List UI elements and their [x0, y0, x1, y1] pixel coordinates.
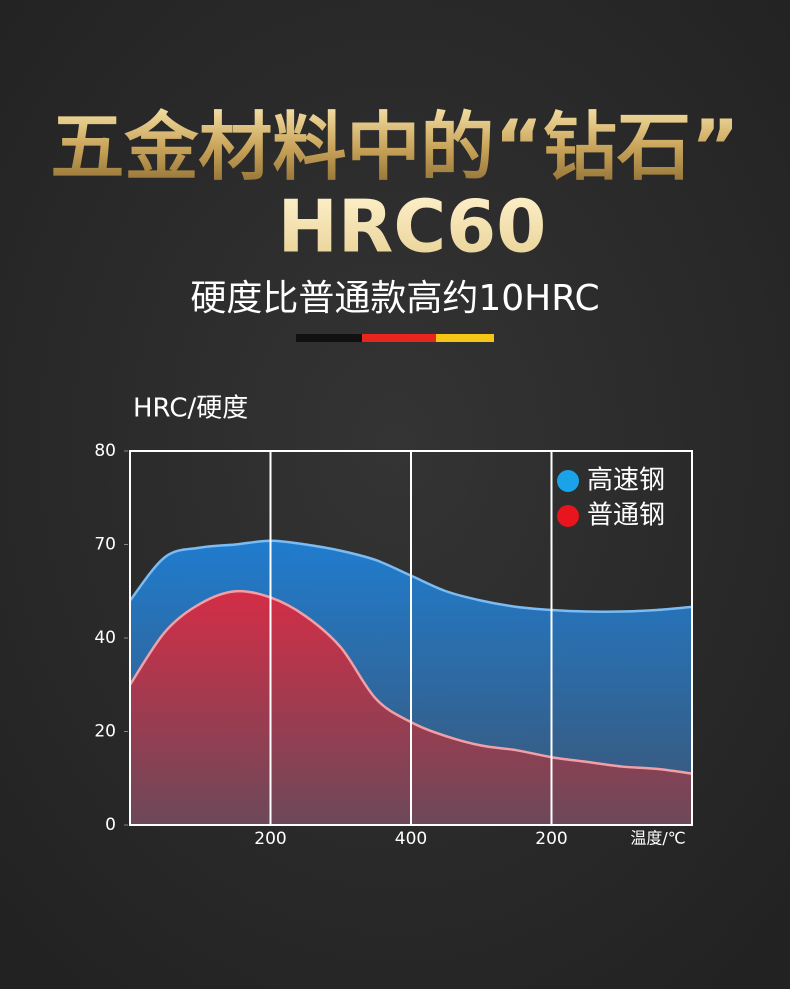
x-axis-label: 温度/℃: [630, 829, 685, 848]
headline: HRC60: [278, 185, 547, 269]
legend-label: 高速钢: [587, 466, 665, 496]
flag-stripe: [436, 334, 494, 342]
y-tick-label: 20: [94, 722, 116, 742]
legend-marker: [557, 470, 579, 492]
y-axis-label: HRC/硬度: [133, 394, 248, 424]
legend-label: 普通钢: [587, 501, 665, 531]
legend-marker: [557, 505, 579, 527]
y-tick-label: 0: [105, 815, 116, 835]
y-tick-label: 80: [94, 441, 116, 461]
y-tick-label: 70: [94, 535, 116, 555]
flag-stripe: [296, 334, 362, 342]
flag-stripe: [362, 334, 436, 342]
subtitle: 硬度比普通款高约10HRC: [190, 278, 599, 319]
x-tick-label: 400: [395, 829, 427, 849]
title: 五金材料中的“钻石”: [50, 105, 739, 191]
x-tick-label: 200: [535, 829, 567, 849]
x-tick-label: 200: [254, 829, 286, 849]
y-tick-label: 40: [94, 628, 116, 648]
